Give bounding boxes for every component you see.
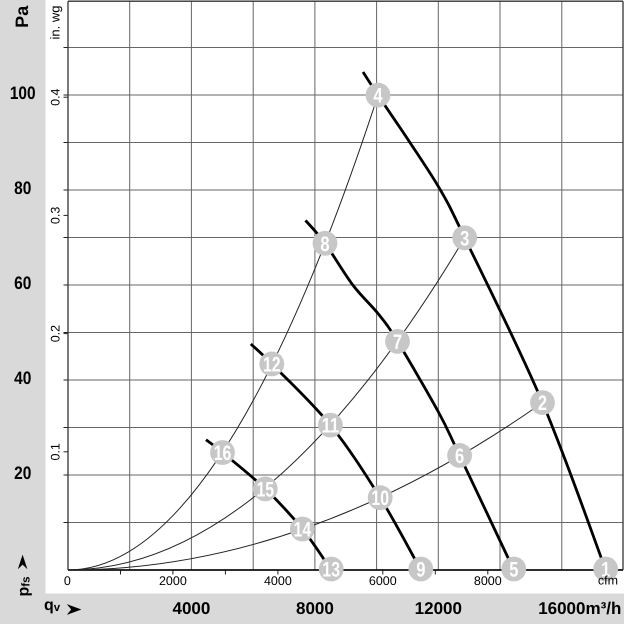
svg-text:10: 10	[371, 487, 389, 510]
svg-text:0.1: 0.1	[49, 443, 63, 460]
svg-text:8000: 8000	[296, 599, 334, 618]
svg-text:6: 6	[455, 445, 464, 468]
svg-text:3: 3	[460, 227, 469, 250]
svg-text:1: 1	[601, 559, 610, 582]
svg-text:Pa: Pa	[12, 5, 32, 28]
svg-text:100: 100	[10, 83, 36, 103]
svg-text:20: 20	[14, 463, 31, 483]
svg-text:in. wg: in. wg	[48, 6, 63, 40]
svg-text:0.4: 0.4	[49, 88, 63, 105]
svg-text:7: 7	[393, 331, 402, 354]
svg-text:pfs: pfs	[16, 576, 33, 596]
svg-text:16000m³/h: 16000m³/h	[538, 599, 621, 618]
svg-text:60: 60	[14, 273, 31, 293]
svg-text:2: 2	[538, 392, 547, 415]
svg-text:9: 9	[416, 559, 425, 582]
svg-text:80: 80	[14, 178, 31, 198]
svg-text:qv: qv	[44, 597, 61, 614]
svg-text:14: 14	[294, 519, 312, 542]
svg-text:0.2: 0.2	[49, 325, 63, 342]
svg-text:4000: 4000	[172, 599, 210, 618]
svg-text:12000: 12000	[415, 599, 462, 618]
svg-text:0: 0	[64, 574, 71, 588]
svg-text:8: 8	[320, 233, 329, 256]
svg-text:40: 40	[14, 368, 31, 388]
svg-text:4000: 4000	[264, 574, 292, 588]
svg-text:11: 11	[322, 415, 340, 438]
svg-text:cfm: cfm	[598, 574, 618, 588]
svg-text:13: 13	[322, 559, 340, 582]
svg-text:15: 15	[257, 478, 275, 501]
svg-text:12: 12	[263, 353, 281, 376]
svg-text:6000: 6000	[369, 574, 397, 588]
svg-text:16: 16	[214, 442, 232, 465]
svg-text:4: 4	[373, 85, 382, 108]
svg-text:2000: 2000	[159, 574, 187, 588]
svg-text:0.3: 0.3	[49, 207, 63, 224]
svg-text:8000: 8000	[474, 574, 502, 588]
svg-text:5: 5	[509, 559, 518, 582]
